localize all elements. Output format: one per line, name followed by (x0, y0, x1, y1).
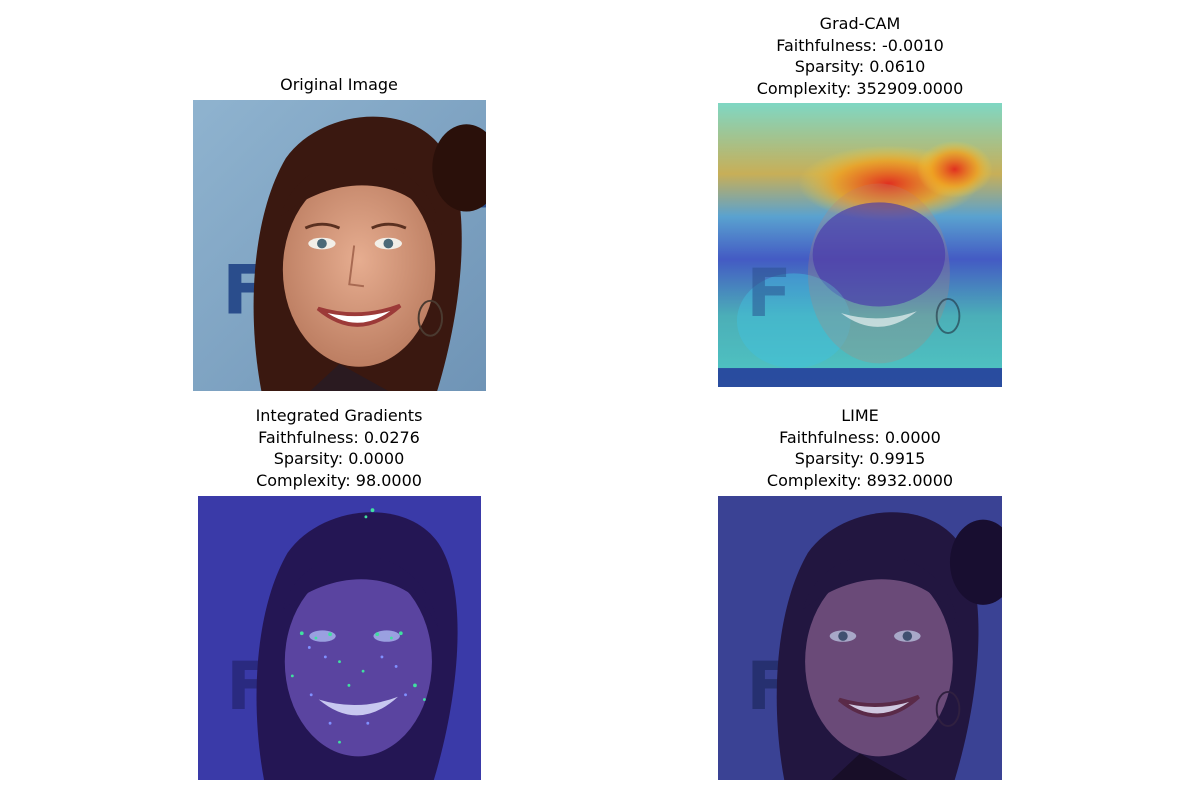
title-line: Faithfulness: 0.0000 (779, 427, 941, 447)
lime-image: F (718, 496, 1002, 780)
title-line: Sparsity: 0.0000 (273, 449, 405, 468)
title-line: Faithfulness: -0.0010 (776, 35, 944, 55)
panel-title-original: Original Image (189, 74, 489, 96)
title-line: Sparsity: 0.9915 (794, 449, 926, 468)
svg-text:F: F (746, 254, 791, 332)
title-line: Sparsity: 0.0610 (794, 57, 926, 76)
panel-title-integrated-gradients: Integrated Gradients Faithfulness: 0.027… (189, 405, 489, 491)
title-line: Complexity: 98.0000 (256, 470, 422, 490)
panel-title-lime: LIME Faithfulness: 0.0000 Sparsity: 0.99… (710, 405, 1010, 491)
lime-panel: F (718, 496, 1002, 780)
face-photo-image: F C (193, 100, 486, 391)
title-line: Complexity: 352909.0000 (756, 78, 964, 98)
title-line: Faithfulness: 0.0276 (258, 427, 420, 447)
title-line: Original Image (280, 75, 398, 94)
panel-title-gradcam: Grad-CAM Faithfulness: -0.0010 Sparsity:… (710, 13, 1010, 99)
gradcam-heatmap-panel: F (718, 103, 1002, 387)
title-line: Complexity: 8932.0000 (766, 470, 954, 490)
integrated-gradients-image: F (198, 496, 481, 780)
title-line: Integrated Gradients (255, 406, 423, 425)
title-line: LIME (841, 406, 879, 425)
gradcam-heatmap-image: F (718, 103, 1002, 387)
integrated-gradients-panel: F (198, 496, 481, 780)
title-line: Grad-CAM (819, 14, 901, 33)
original-image-panel: F C (193, 100, 486, 391)
